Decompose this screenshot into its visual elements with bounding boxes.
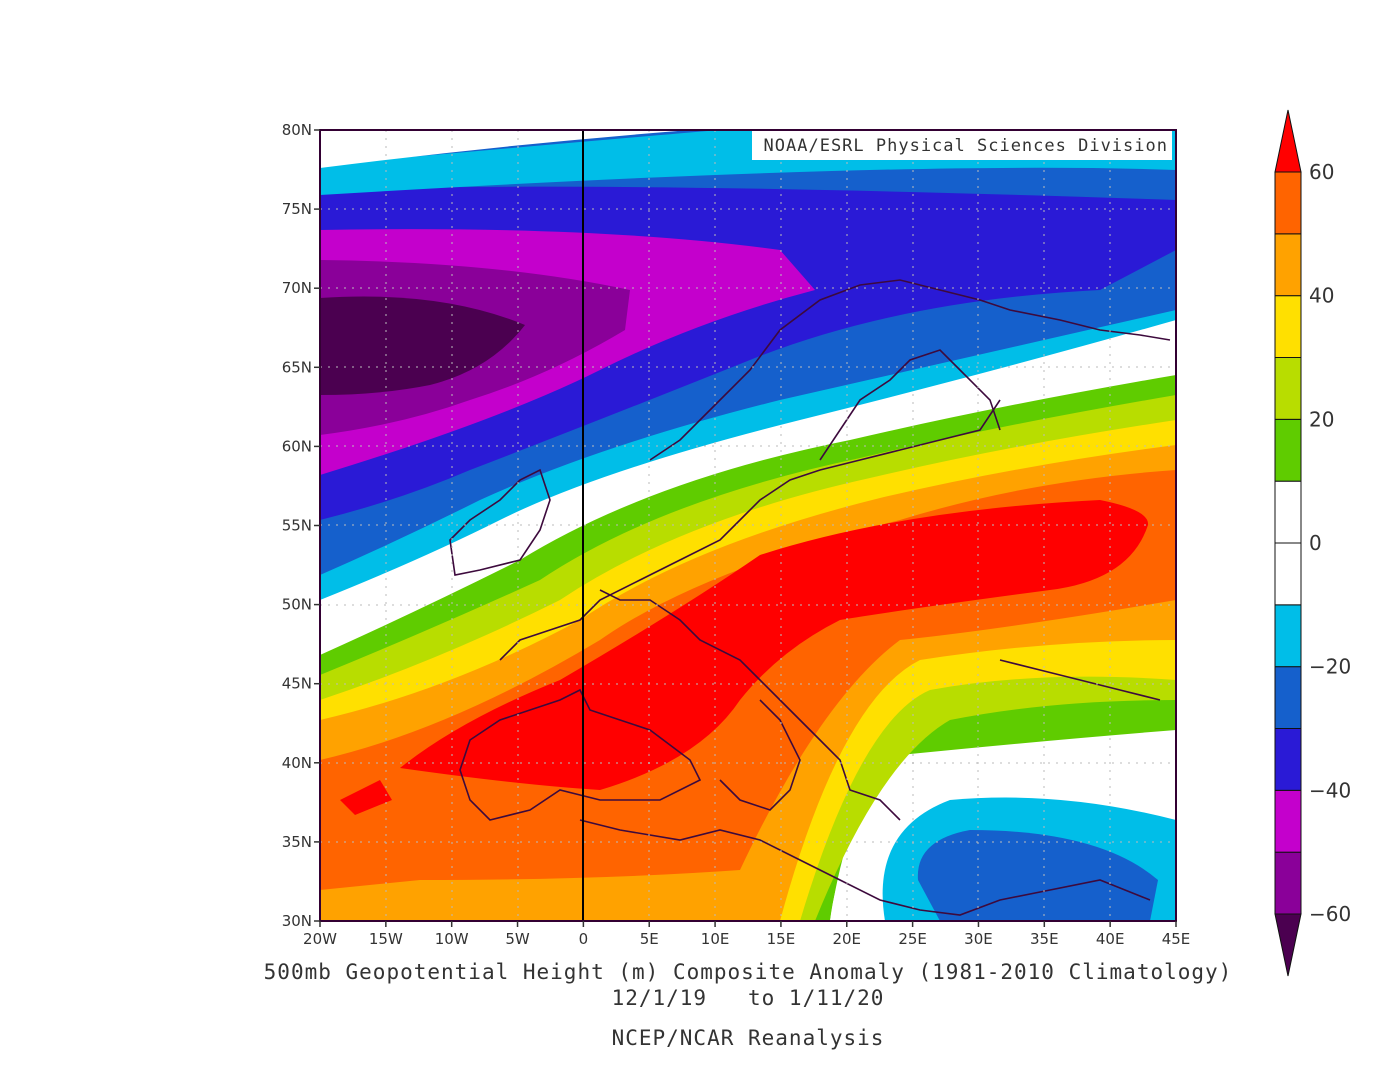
lon-tick-label: 20E — [832, 930, 861, 948]
colorbar-segment — [1274, 171, 1302, 235]
colorbar: 60 40 20 0 −20 −40 −60 — [1274, 109, 1351, 977]
lat-tick-label: 50N — [282, 596, 312, 614]
lon-tick-label: 15E — [767, 930, 796, 948]
latitude-axis: 30N 35N 40N 45N 50N 55N 60N 65N 70N 75N 80N — [282, 121, 320, 930]
graticule — [320, 130, 1176, 921]
lon-tick-label: 30E — [964, 930, 993, 948]
map-title: 500mb Geopotential Height (m) Composite … — [263, 960, 1233, 984]
lon-tick-label: 0 — [579, 930, 589, 948]
lat-tick-label: 80N — [282, 121, 312, 139]
colorbar-segment — [1274, 357, 1302, 420]
lon-tick-label: 40E — [1096, 930, 1125, 948]
colorbar-segment — [1274, 480, 1302, 544]
lat-tick-label: 35N — [282, 833, 312, 851]
colorbar-segment — [1274, 604, 1302, 668]
lat-tick-label: 65N — [282, 358, 312, 376]
longitude-axis: 20W 15W 10W 5W 0 5E 10E 15E 20E 25E 30E 35E 40E 45E — [303, 921, 1190, 948]
data-source: NCEP/NCAR Reanalysis — [611, 1026, 885, 1050]
lon-tick-label: 20W — [303, 930, 337, 948]
lat-tick-label: 30N — [282, 912, 312, 930]
lat-tick-label: 60N — [282, 437, 312, 455]
lon-tick-label: 5E — [640, 930, 659, 948]
date-range: 12/1/19 to 1/11/20 — [611, 986, 885, 1010]
colorbar-label: −60 — [1309, 902, 1351, 926]
lon-tick-label: 10E — [701, 930, 730, 948]
lat-tick-label: 75N — [282, 200, 312, 218]
coastlines — [449, 279, 1171, 916]
colorbar-segment — [1274, 542, 1302, 606]
colorbar-segment — [1274, 233, 1302, 297]
lat-tick-label: 55N — [282, 517, 312, 535]
band-plus-60-small — [340, 780, 392, 815]
colorbar-label: 40 — [1309, 284, 1334, 308]
lon-tick-label: 10W — [435, 930, 469, 948]
lat-tick-label: 40N — [282, 754, 312, 772]
colorbar-segment — [1274, 728, 1302, 791]
colorbar-segment — [1274, 666, 1302, 730]
lon-tick-label: 5W — [505, 930, 530, 948]
anomaly-map — [320, 130, 1176, 921]
credit-box — [752, 131, 1172, 160]
colorbar-segment — [1274, 418, 1302, 482]
colorbar-label: 20 — [1309, 407, 1334, 431]
colorbar-label: −20 — [1309, 655, 1351, 679]
colorbar-label: 60 — [1309, 160, 1334, 184]
lat-tick-label: 45N — [282, 675, 312, 693]
lon-tick-label: 15W — [369, 930, 403, 948]
band-minus-60 — [320, 296, 525, 395]
lon-tick-label: 25E — [898, 930, 927, 948]
colorbar-max-arrow — [1274, 109, 1302, 173]
colorbar-label: 0 — [1309, 531, 1322, 555]
lon-tick-label: 35E — [1030, 930, 1059, 948]
lat-tick-label: 70N — [282, 279, 312, 297]
colorbar-segment — [1274, 789, 1302, 853]
colorbar-segment — [1274, 851, 1302, 915]
credit-label: NOAA/ESRL Physical Sciences Division — [764, 136, 1168, 156]
lon-tick-label: 45E — [1162, 930, 1191, 948]
band-zero-top — [320, 130, 690, 168]
colorbar-segment — [1274, 295, 1302, 358]
colorbar-label: −40 — [1309, 778, 1351, 802]
band-plus-60 — [400, 500, 1149, 790]
